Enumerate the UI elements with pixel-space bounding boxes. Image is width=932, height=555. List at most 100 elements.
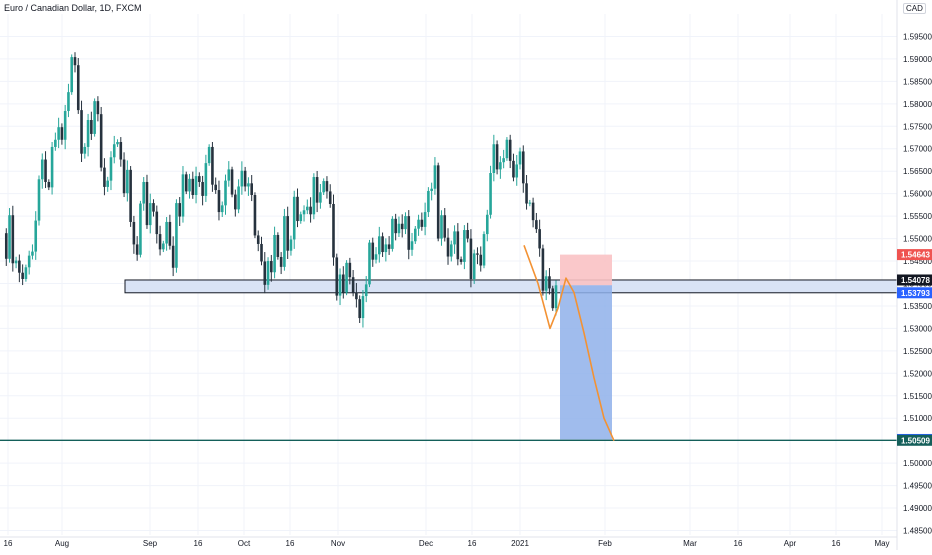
candle-body — [54, 139, 57, 147]
candle-body — [538, 229, 541, 249]
x-tick-label: 16 — [4, 539, 13, 548]
y-tick-label: 1.58000 — [903, 100, 932, 109]
candle-body — [106, 180, 110, 187]
candle-body — [286, 216, 289, 251]
candle-body — [171, 245, 175, 268]
candle-body — [348, 262, 352, 278]
candle-body — [521, 151, 525, 184]
x-tick-label: May — [874, 539, 889, 548]
candle-body — [463, 230, 466, 262]
candle-body — [469, 238, 473, 279]
y-tick-label: 1.54500 — [903, 257, 932, 266]
candle-body — [489, 172, 492, 215]
candle-body — [358, 299, 361, 319]
candle-body — [299, 214, 303, 222]
candle-body — [31, 251, 34, 256]
candle-body — [24, 267, 28, 279]
price-label-bg — [897, 274, 932, 286]
candle-body — [512, 160, 515, 178]
candle-body — [279, 256, 283, 267]
candle-body — [57, 127, 60, 140]
symbol-title: Euro / Canadian Dollar, 1D, FXCM — [4, 3, 142, 13]
y-tick-label: 1.58500 — [903, 77, 932, 86]
x-tick-label: Nov — [331, 539, 345, 548]
x-tick-label: Mar — [683, 539, 697, 548]
candle-body — [296, 196, 299, 222]
candle-body — [83, 146, 87, 154]
candle-body — [368, 242, 371, 285]
y-tick-label: 1.51500 — [903, 392, 932, 401]
candle-body — [155, 211, 159, 235]
candle-body — [191, 178, 195, 196]
y-tick-label: 1.56500 — [903, 167, 932, 176]
candle-body — [158, 234, 162, 250]
price-label-bg — [897, 434, 932, 446]
candle-body — [227, 169, 231, 181]
candle-body — [495, 144, 499, 170]
candle-body — [14, 260, 18, 264]
candle-body — [364, 284, 368, 297]
candle-body — [253, 195, 257, 236]
candle-body — [551, 288, 555, 309]
y-tick-label: 1.59000 — [903, 55, 932, 64]
x-tick-label: Oct — [238, 539, 251, 548]
candle-body — [40, 159, 44, 180]
candle-body — [188, 178, 191, 192]
candle-body — [247, 183, 250, 187]
y-tick-label: 1.55500 — [903, 212, 932, 221]
candle-body — [338, 274, 342, 296]
candle-body — [417, 219, 420, 229]
candle-body — [148, 203, 152, 226]
candle-body — [112, 144, 116, 158]
y-tick-label: 1.50000 — [903, 459, 932, 468]
candle-body — [466, 230, 469, 239]
candle-body — [328, 191, 332, 204]
candle-body — [50, 146, 54, 188]
candle-body — [63, 111, 67, 140]
y-tick-label: 1.56000 — [903, 190, 932, 199]
x-tick-label: Feb — [598, 539, 612, 548]
x-tick-label: 2021 — [511, 539, 529, 548]
candle-body — [515, 164, 519, 178]
candle-body — [184, 174, 188, 192]
candle-body — [312, 177, 316, 215]
candle-body — [276, 234, 280, 257]
candle-body — [446, 237, 450, 257]
candle-body — [345, 262, 348, 293]
candle-body — [355, 292, 358, 300]
candle-body — [260, 243, 263, 262]
price-label: 1.53793 — [901, 289, 930, 298]
candle-body — [47, 181, 51, 188]
currency-selector[interactable]: CAD — [903, 3, 926, 14]
candle-body — [404, 216, 407, 230]
candle-body — [436, 165, 440, 239]
candle-body — [168, 221, 172, 246]
candle-body — [502, 158, 505, 163]
price-label: 1.54078 — [901, 276, 930, 285]
candle-body — [544, 276, 548, 291]
support-zone-rectangle — [124, 279, 898, 294]
candle-body — [60, 127, 64, 140]
x-tick-label: 16 — [194, 539, 203, 548]
candle-body — [99, 114, 103, 168]
candle-body — [181, 174, 185, 217]
candle-body — [535, 220, 538, 230]
candle-body — [175, 203, 178, 268]
candle-body — [243, 170, 247, 187]
candle-body — [325, 181, 329, 192]
candle-body — [135, 244, 139, 255]
candle-body — [263, 261, 267, 285]
price-label: 1.54643 — [901, 251, 930, 260]
candle-body — [4, 233, 8, 259]
candle-body — [423, 212, 427, 227]
candle-body — [387, 244, 391, 249]
candle-body — [204, 163, 208, 196]
candle-body — [508, 139, 512, 161]
candle-body — [250, 183, 253, 196]
candle-body — [548, 276, 551, 289]
candle-body — [142, 181, 146, 204]
candle-body — [391, 218, 394, 249]
candle-body — [378, 236, 381, 255]
